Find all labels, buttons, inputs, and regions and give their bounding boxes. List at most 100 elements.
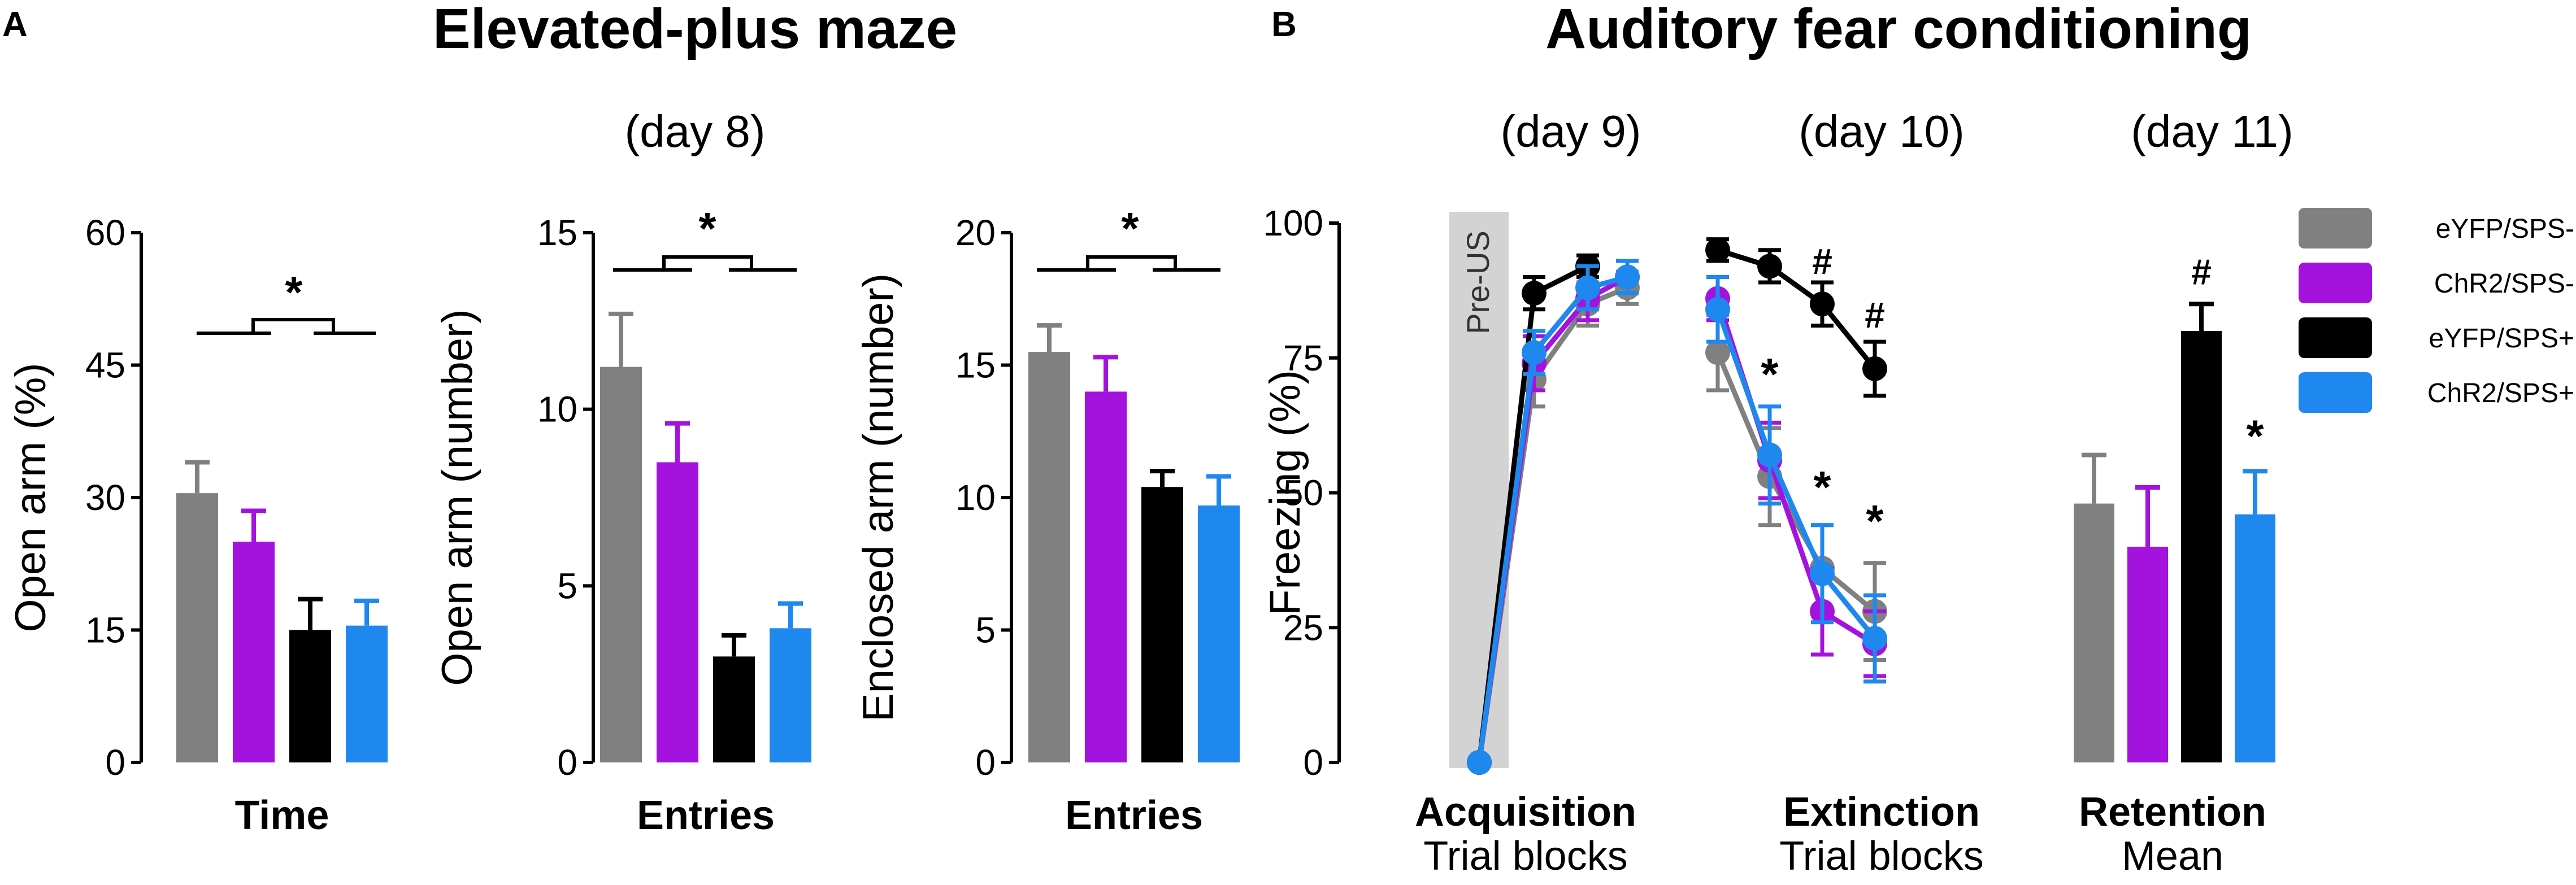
bar <box>1141 487 1183 762</box>
legend-label: eYFP/SPS- <box>2436 214 2574 244</box>
data-point <box>1810 561 1835 586</box>
pre-us-label: Pre-US <box>1460 230 1496 334</box>
legend-label: ChR2/SPS+ <box>2427 378 2574 408</box>
significance-bracket <box>1037 255 1220 272</box>
y-tick-label: 10 <box>955 477 996 518</box>
chart-open-arm-time: 0 15 30 45 60 Open arm (%) Time * <box>7 212 388 838</box>
y-tick-label: 0 <box>557 742 577 783</box>
bar <box>2074 503 2114 762</box>
y-tick-label: 0 <box>975 742 996 783</box>
y-tick-label: 5 <box>557 565 577 606</box>
bar <box>713 656 755 762</box>
significance-star: * <box>285 267 303 317</box>
y-tick-label: 15 <box>85 610 125 651</box>
hash-annotation: # <box>1812 241 1832 282</box>
y-tick-label: 100 <box>1263 203 1323 243</box>
pre-us-shade <box>1449 212 1509 768</box>
y-tick-label: 30 <box>85 477 125 518</box>
star-annotation: * <box>1866 496 1884 546</box>
x-axis-label: Entries <box>1065 793 1203 838</box>
y-tick-label: 45 <box>85 345 125 386</box>
panel-a-letter: A <box>2 5 28 44</box>
y-tick-label: 75 <box>1283 338 1323 378</box>
series-line-acquisition <box>1476 274 1628 763</box>
bar <box>657 462 698 762</box>
bar <box>600 367 642 762</box>
bar <box>2127 547 2168 762</box>
legend: eYFP/SPS- ChR2/SPS-eYFP/SPS+ ChR2/SPS+ <box>2299 208 2574 413</box>
bar <box>176 493 218 762</box>
y-axis-label: Freezing (%) <box>1261 370 1309 616</box>
x-axis-label-acquisition: Acquisition <box>1415 790 1636 835</box>
data-point <box>1522 281 1547 306</box>
star-annotation: * <box>1813 462 1831 512</box>
data-point <box>1810 291 1835 317</box>
y-tick-label: 20 <box>955 212 996 253</box>
bar <box>2235 514 2275 762</box>
legend-swatch <box>2299 263 2372 303</box>
data-point <box>1575 275 1600 300</box>
hash-annotation: # <box>1865 295 1885 335</box>
x-axis-label: Entries <box>637 793 775 838</box>
y-axis-label: Enclosed arm (number) <box>854 273 902 722</box>
series-line-extinction <box>1717 247 1877 370</box>
bar <box>1085 391 1127 762</box>
y-tick-label: 15 <box>537 212 577 253</box>
legend-label: ChR2/SPS- <box>2434 269 2574 299</box>
bar <box>289 630 331 762</box>
panel-b-day-10: (day 10) <box>1799 106 1964 156</box>
bar <box>346 625 388 762</box>
x-axis-label-extinction: Extinction <box>1783 790 1980 835</box>
data-point <box>1757 254 1782 279</box>
panel-b-day-9: (day 9) <box>1501 106 1641 156</box>
data-point <box>1757 442 1782 468</box>
significance-star: * <box>698 203 716 254</box>
x-axis-sublabel: Mean <box>2122 834 2223 879</box>
legend-swatch <box>2299 208 2372 249</box>
y-tick-label: 10 <box>537 389 577 430</box>
x-axis-label: Retention <box>2079 790 2266 835</box>
bar <box>233 542 275 762</box>
panel-a-day: (day 8) <box>625 106 766 156</box>
data-point <box>1862 626 1887 651</box>
data-point <box>1467 750 1492 775</box>
data-point <box>1705 340 1730 365</box>
star-annotation: * <box>1761 349 1779 399</box>
bar-annotation: * <box>2246 411 2264 461</box>
data-point <box>1522 340 1547 365</box>
y-tick-label: 60 <box>85 212 125 253</box>
y-axis-label: Open arm (%) <box>7 363 55 632</box>
bar <box>1028 352 1070 762</box>
data-point <box>1615 264 1640 290</box>
y-tick-label: 15 <box>955 345 996 386</box>
y-axis-label: Open arm (number) <box>433 309 481 686</box>
y-tick-label: 0 <box>105 742 125 783</box>
data-point <box>1862 356 1887 381</box>
legend-label: eYFP/SPS+ <box>2429 324 2574 354</box>
y-tick-label: 0 <box>1303 742 1323 783</box>
x-axis-sublabel-acquisition: Trial blocks <box>1423 834 1627 879</box>
y-tick-label: 25 <box>1283 607 1323 648</box>
series-line-extinction <box>1715 351 1876 614</box>
y-tick-label: 5 <box>975 610 996 651</box>
legend-swatch <box>2299 317 2372 358</box>
chart-open-arm-entries: 0 5 10 15 Open arm (number) Entries * <box>433 203 811 838</box>
panel-b-title: Auditory fear conditioning <box>1545 0 2252 60</box>
y-tick-label: 50 <box>1283 473 1323 513</box>
data-point <box>1705 237 1730 263</box>
bar <box>770 628 811 762</box>
series-line-extinction <box>1715 308 1877 640</box>
x-axis-sublabel-extinction: Trial blocks <box>1779 834 1983 879</box>
bar <box>2181 331 2222 762</box>
panel-b-day-11: (day 11) <box>2131 106 2293 156</box>
chart-enclosed-arm-entries: 0 5 10 15 20 Enclosed arm (number) Entries * <box>854 203 1240 838</box>
data-point <box>1705 297 1730 322</box>
significance-bracket <box>613 255 797 272</box>
bar <box>1198 505 1240 762</box>
significance-bracket <box>197 318 376 335</box>
x-axis-label: Time <box>235 793 329 838</box>
legend-swatch <box>2299 372 2372 413</box>
